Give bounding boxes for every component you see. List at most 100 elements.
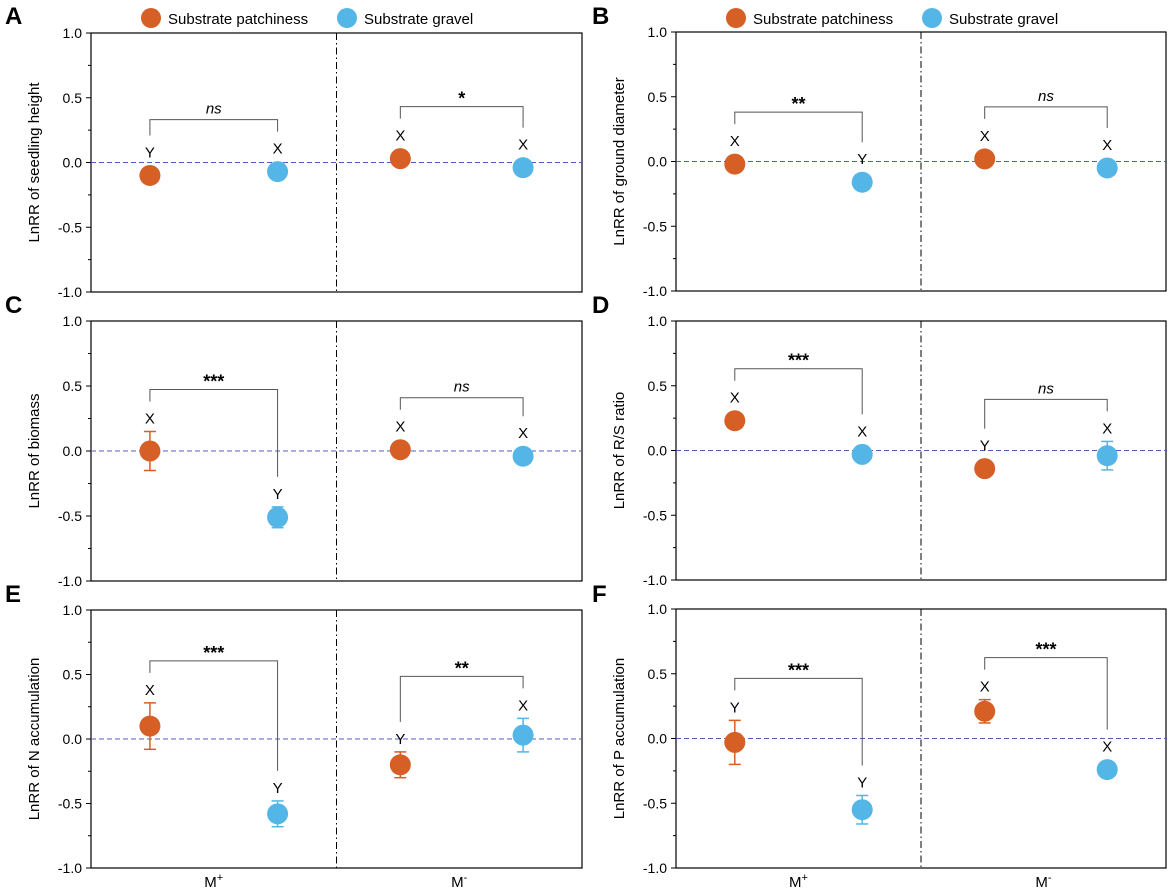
y-tick-label: 1.0: [63, 25, 83, 41]
data-point-gravel: [1096, 157, 1118, 179]
y-tick-label: 0.5: [63, 667, 83, 683]
group-letter: Y: [857, 774, 867, 791]
data-point-patchiness: [974, 700, 996, 722]
y-tick-label: 0.5: [63, 378, 83, 394]
significance-label: **: [791, 94, 805, 114]
legend-label-gravel: Substrate gravel: [364, 11, 473, 28]
group-letter: X: [857, 423, 867, 440]
significance-label: **: [455, 658, 469, 678]
significance-bracket: [149, 660, 279, 771]
significance-bracket: [734, 368, 863, 415]
data-point-gravel: [267, 161, 289, 183]
data-point-patchiness: [974, 148, 996, 170]
y-tick-label: -1.0: [58, 284, 82, 300]
x-group-label-sup: +: [802, 872, 808, 884]
group-letter: X: [730, 390, 740, 407]
panel-B: B 1.0 0.5 0.0 -0.5 -1.0 LnRR of ground diamete…: [592, 3, 1167, 299]
panel-C: C 1.0 0.5 0.0 -0.5 -1.0 LnRR of biomass *** ns X X…: [5, 292, 583, 589]
y-tick-label: -0.5: [58, 796, 82, 812]
group-letter: X: [518, 697, 528, 714]
data-point-gravel: [512, 157, 534, 179]
legend-marker-patchiness: [141, 8, 161, 28]
group-letter: Y: [857, 151, 867, 168]
y-tick-label: 0.0: [648, 154, 668, 170]
y-tick-label: -1.0: [58, 573, 82, 589]
x-group-label-base: M: [204, 874, 217, 889]
y-tick-label: 0.0: [63, 155, 83, 171]
panel-E: E 1.0 0.5 0.0 -0.5 -1.0 LnRR of N accumulation…: [5, 581, 583, 889]
data-point-patchiness: [139, 164, 161, 186]
significance-label: ns: [454, 379, 470, 396]
significance-label: ***: [1035, 640, 1056, 660]
y-axis-label: LnRR of ground diameter: [611, 77, 628, 245]
significance-bracket: [984, 657, 1108, 730]
legend-label-gravel: Substrate gravel: [949, 11, 1058, 28]
y-axis-label: LnRR of biomass: [26, 393, 43, 508]
data-point-gravel: [1096, 759, 1118, 781]
data-point-gravel: [851, 799, 873, 821]
data-point-gravel: [512, 724, 534, 746]
y-tick-label: 1.0: [648, 313, 668, 329]
group-letter: Y: [730, 699, 740, 716]
x-group-label-sup: -: [464, 872, 468, 884]
data-point-patchiness: [724, 410, 746, 432]
legend-label-patchiness: Substrate patchiness: [168, 11, 308, 28]
group-letter: Y: [273, 486, 283, 503]
panel-D: D 1.0 0.5 0.0 -0.5 -1.0 LnRR of R/S ratio *** ns…: [592, 292, 1167, 588]
y-tick-label: -0.5: [58, 219, 82, 235]
group-letter: X: [980, 128, 990, 145]
data-point-patchiness: [974, 458, 996, 480]
panel-letter: A: [5, 3, 22, 30]
group-letter: X: [518, 137, 528, 154]
y-tick-label: 1.0: [63, 313, 83, 329]
y-tick-label: 0.5: [648, 89, 668, 105]
group-letter: Y: [145, 144, 155, 161]
group-letter: Y: [395, 731, 405, 748]
y-axis-label: LnRR of R/S ratio: [611, 392, 628, 510]
panel-letter: D: [592, 292, 609, 319]
x-group-label: M+: [789, 872, 808, 889]
group-letter: X: [273, 141, 283, 158]
x-group-label: M+: [204, 872, 223, 889]
legend-label-patchiness: Substrate patchiness: [753, 11, 893, 28]
significance-label: *: [458, 89, 465, 109]
y-tick-label: 0.0: [63, 731, 83, 747]
data-point-gravel: [267, 506, 289, 528]
significance-bracket: [984, 106, 1108, 128]
y-tick-label: 1.0: [63, 602, 83, 618]
y-tick-label: 0.5: [648, 666, 668, 682]
group-letter: X: [395, 128, 405, 145]
legend: Substrate patchiness Substrate gravel: [141, 8, 473, 28]
x-group-label-sup: -: [1048, 872, 1052, 884]
y-tick-label: -1.0: [58, 860, 82, 876]
group-letter: X: [730, 133, 740, 150]
significance-label: ***: [203, 372, 224, 392]
group-letter: Y: [980, 438, 990, 455]
group-letter: X: [518, 425, 528, 442]
significance-bracket: [149, 119, 279, 136]
y-tick-label: 0.0: [648, 443, 668, 459]
group-letter: Y: [273, 780, 283, 797]
significance-bracket: [149, 389, 279, 477]
significance-bracket: [734, 111, 863, 143]
significance-label: ***: [203, 643, 224, 663]
panel-F: F 1.0 0.5 0.0 -0.5 -1.0 LnRR of P accumulation…: [592, 581, 1167, 889]
data-point-patchiness: [389, 148, 411, 170]
y-tick-label: -1.0: [643, 860, 667, 876]
panel-letter: F: [592, 581, 607, 608]
x-group-label-base: M: [451, 874, 464, 889]
y-tick-label: 0.5: [648, 378, 668, 394]
significance-label: ***: [788, 351, 809, 371]
significance-bracket: [734, 677, 863, 766]
data-point-patchiness: [139, 715, 161, 737]
x-group-label: M-: [451, 872, 468, 889]
group-letter: X: [1102, 739, 1112, 756]
y-tick-label: -0.5: [58, 508, 82, 524]
group-letter: X: [145, 682, 155, 699]
y-tick-label: -1.0: [643, 572, 667, 588]
group-letter: X: [980, 679, 990, 696]
data-point-gravel: [851, 443, 873, 465]
significance-bracket: [984, 398, 1108, 429]
data-point-patchiness: [724, 731, 746, 753]
